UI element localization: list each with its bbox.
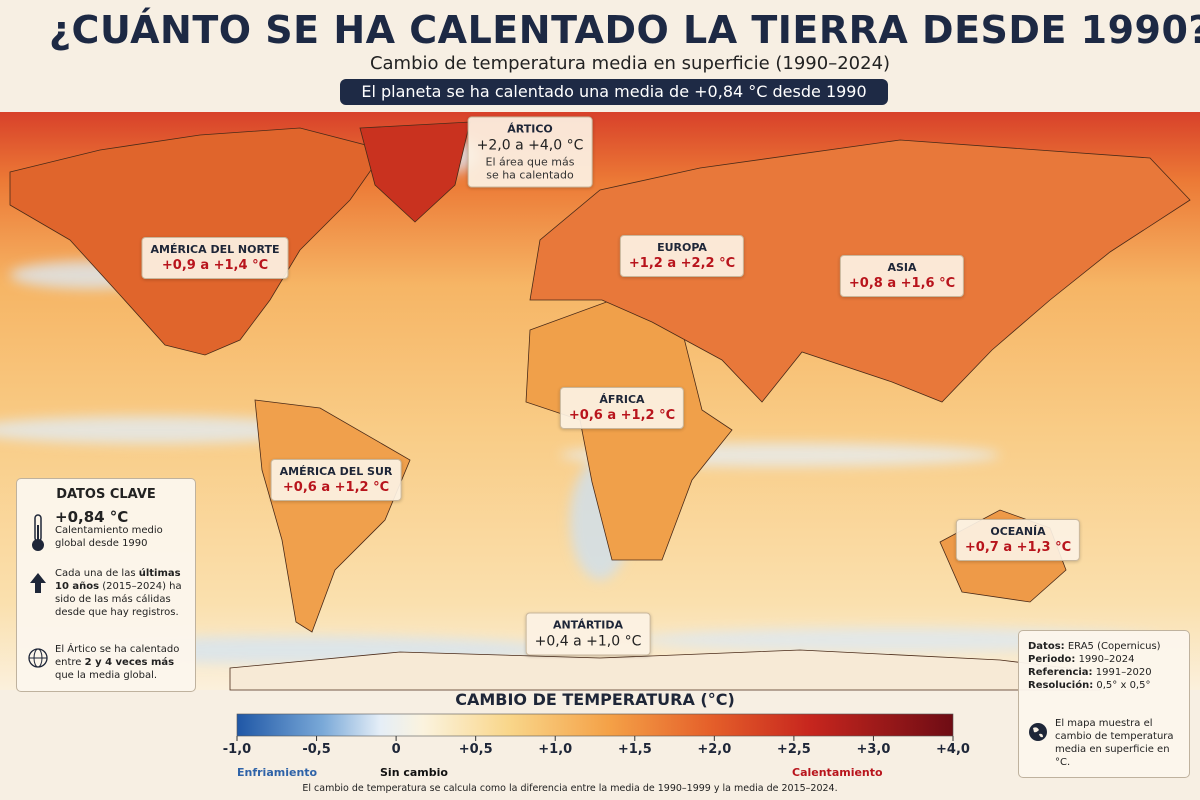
region-label: EUROPA +1,2 a +2,2 °C [619, 235, 745, 277]
region-note: El área que más se ha calentado [485, 155, 575, 182]
data-box: Datos: ERA5 (Copernicus) Periodo: 1990–20… [1018, 630, 1190, 778]
colorbar-tick-label: +4,0 [936, 742, 970, 757]
legend-title: CAMBIO DE TEMPERATURA (°C) [455, 690, 735, 709]
colorbar-tick-label: -1,0 [223, 742, 251, 757]
arctic-bold: 2 y 4 veces más [84, 657, 175, 668]
footnote: El cambio de temperatura se calcula como… [302, 783, 838, 794]
region-label: OCEANÍA +0,7 a +1,3 °C [955, 519, 1081, 561]
region-label: ÁFRICA +0,6 a +1,2 °C [559, 387, 685, 429]
data-row: Resolución: 0,5° x 0,5° [1028, 679, 1161, 692]
region-name: EUROPA [657, 241, 707, 254]
colorbar-tick-label: +2,5 [777, 742, 811, 757]
data-value: 0,5° x 0,5° [1096, 680, 1151, 691]
data-row: Referencia: 1991–2020 [1028, 666, 1161, 679]
data-note: El mapa muestra el cambio de temperatura… [1055, 718, 1174, 768]
region-range: +0,6 a +1,2 °C [282, 480, 390, 495]
region-name: ÁFRICA [599, 393, 645, 406]
region-range: +0,9 a +1,4 °C [161, 258, 269, 273]
colorbar-tick-label: +1,5 [618, 742, 652, 757]
globe-icon [28, 648, 48, 668]
region-range: +1,2 a +2,2 °C [628, 256, 736, 271]
data-label: Datos: [1028, 641, 1065, 652]
data-label: Periodo: [1028, 654, 1076, 665]
colorbar-tick-label: 0 [392, 742, 401, 757]
arctic-text: que la media global. [55, 670, 158, 681]
region-label: AMÉRICA DEL NORTE +0,9 a +1,4 °C [141, 237, 289, 279]
arrow-icon [30, 573, 46, 593]
region-label: ANTÁRTIDA +0,4 a +1,0 °C [525, 612, 651, 656]
region-label: AMÉRICA DEL SUR +0,6 a +1,2 °C [270, 459, 402, 501]
key-facts: DATOS CLAVE +0,84 °C Calentamiento medio … [16, 478, 196, 692]
data-value: 1991–2020 [1095, 667, 1152, 678]
data-value: 1990–2024 [1078, 654, 1135, 665]
banner: El planeta se ha calentado una media de … [340, 79, 888, 105]
data-label: Resolución: [1028, 680, 1094, 691]
colorbar-tick-label: +2,0 [697, 742, 731, 757]
title: ¿CUÁNTO SE HA CALENTADO LA TIERRA DESDE … [49, 8, 1200, 52]
facts-value: +0,84 °C [55, 508, 129, 526]
region-range: +0,6 a +1,2 °C [568, 408, 676, 423]
region-name: OCEANÍA [990, 525, 1046, 538]
region-name: AMÉRICA DEL SUR [279, 465, 393, 478]
thermometer-icon [32, 514, 44, 551]
facts-title: DATOS CLAVE [56, 487, 156, 502]
region-range: +0,7 a +1,3 °C [964, 540, 1072, 555]
colorbar [236, 713, 954, 737]
arctic-text: El Ártico se ha calentado entre [55, 644, 180, 668]
data-value: ERA5 (Copernicus) [1067, 641, 1161, 652]
record-bold: últimas 10 años [55, 568, 181, 592]
region-label: ASIA +0,8 a +1,6 °C [839, 255, 965, 297]
facts-value-note: Calentamiento medio global desde 1990 [55, 525, 163, 549]
colorbar-tick-label: +1,0 [538, 742, 572, 757]
region-range: +0,8 a +1,6 °C [848, 276, 956, 291]
data-label: Referencia: [1028, 667, 1093, 678]
legend-left-label: Enfriamiento [237, 766, 318, 779]
region-range: +2,0 a +4,0 °C [476, 137, 584, 154]
record-text: Cada una de las [55, 568, 139, 579]
colorbar-tick-label: +0,5 [459, 742, 493, 757]
region-name: ASIA [887, 261, 917, 274]
legend-center-label: Sin cambio [380, 766, 448, 779]
region-name: ÁRTICO [507, 122, 553, 136]
region-range: +0,4 a +1,0 °C [534, 633, 642, 650]
globe-icon [1029, 723, 1047, 741]
data-row: Datos: ERA5 (Copernicus) [1028, 640, 1161, 653]
region-name: AMÉRICA DEL NORTE [150, 243, 280, 256]
colorbar-tick-label: +3,0 [856, 742, 890, 757]
subtitle: Cambio de temperatura media en superfici… [369, 53, 891, 74]
legend-right-label: Calentamiento [792, 766, 883, 779]
region-name: ANTÁRTIDA [552, 618, 624, 632]
colorbar-tick-label: -0,5 [302, 742, 330, 757]
region-label: ÁRTICO +2,0 a +4,0 °C El área que más se h… [467, 116, 593, 188]
data-row: Periodo: 1990–2024 [1028, 653, 1161, 666]
record-text: (2015–2024) ha sido de las más cálidas d… [55, 581, 182, 618]
